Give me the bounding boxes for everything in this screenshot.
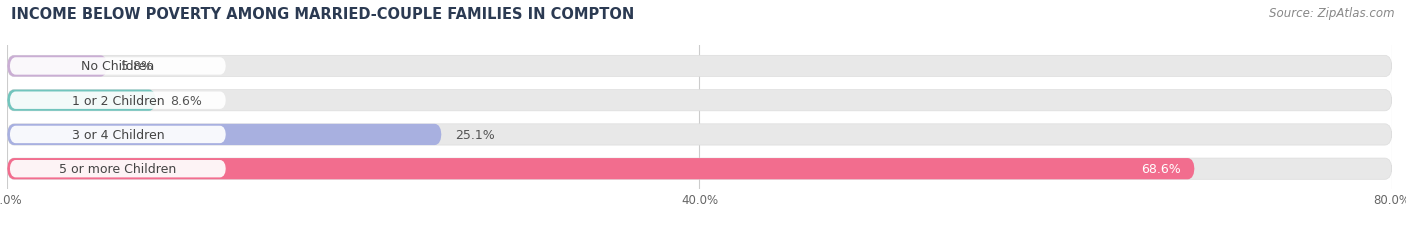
FancyBboxPatch shape bbox=[7, 158, 1392, 179]
Text: 1 or 2 Children: 1 or 2 Children bbox=[72, 94, 165, 107]
FancyBboxPatch shape bbox=[7, 124, 1392, 146]
Text: 3 or 4 Children: 3 or 4 Children bbox=[72, 128, 165, 141]
FancyBboxPatch shape bbox=[7, 56, 107, 77]
Text: 68.6%: 68.6% bbox=[1142, 162, 1181, 175]
FancyBboxPatch shape bbox=[10, 126, 226, 143]
Text: No Children: No Children bbox=[82, 60, 155, 73]
FancyBboxPatch shape bbox=[7, 90, 156, 111]
FancyBboxPatch shape bbox=[7, 124, 441, 146]
Text: 25.1%: 25.1% bbox=[456, 128, 495, 141]
Text: INCOME BELOW POVERTY AMONG MARRIED-COUPLE FAMILIES IN COMPTON: INCOME BELOW POVERTY AMONG MARRIED-COUPL… bbox=[11, 7, 634, 22]
FancyBboxPatch shape bbox=[10, 58, 226, 75]
FancyBboxPatch shape bbox=[7, 56, 1392, 77]
Text: 5 or more Children: 5 or more Children bbox=[59, 162, 176, 175]
Text: Source: ZipAtlas.com: Source: ZipAtlas.com bbox=[1270, 7, 1395, 20]
Text: 5.8%: 5.8% bbox=[121, 60, 153, 73]
Text: 8.6%: 8.6% bbox=[170, 94, 201, 107]
FancyBboxPatch shape bbox=[10, 160, 226, 178]
FancyBboxPatch shape bbox=[10, 92, 226, 109]
FancyBboxPatch shape bbox=[7, 158, 1195, 179]
FancyBboxPatch shape bbox=[7, 90, 1392, 111]
